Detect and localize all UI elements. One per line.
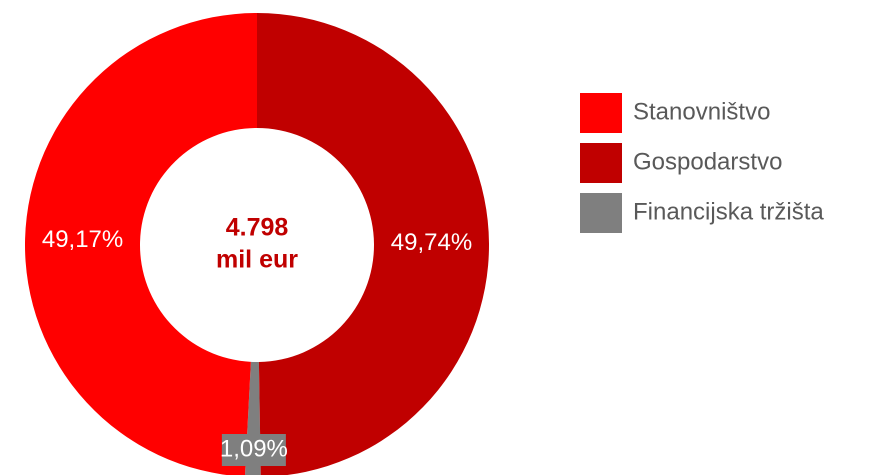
label-box (221, 434, 286, 466)
legend-label: Financijska tržišta (633, 198, 824, 225)
legend-label: Stanovništvo (633, 98, 770, 125)
data-label: 49,17% (42, 226, 123, 253)
legend-swatch (580, 193, 622, 233)
legend-label: Gospodarstvo (633, 148, 782, 175)
legend-swatch (580, 93, 622, 133)
legend-swatch (580, 143, 622, 183)
data-label: 1,09% (220, 435, 288, 462)
data-label: 49,74% (391, 229, 472, 256)
donut-slice (257, 13, 489, 475)
center-label: 4.798 (226, 214, 289, 242)
donut-slice (24, 13, 257, 475)
labels: 49,17% 49,74% 1,09% Stanovništvo Gospodarstv… (42, 93, 824, 466)
center-label: mil eur (216, 246, 298, 274)
